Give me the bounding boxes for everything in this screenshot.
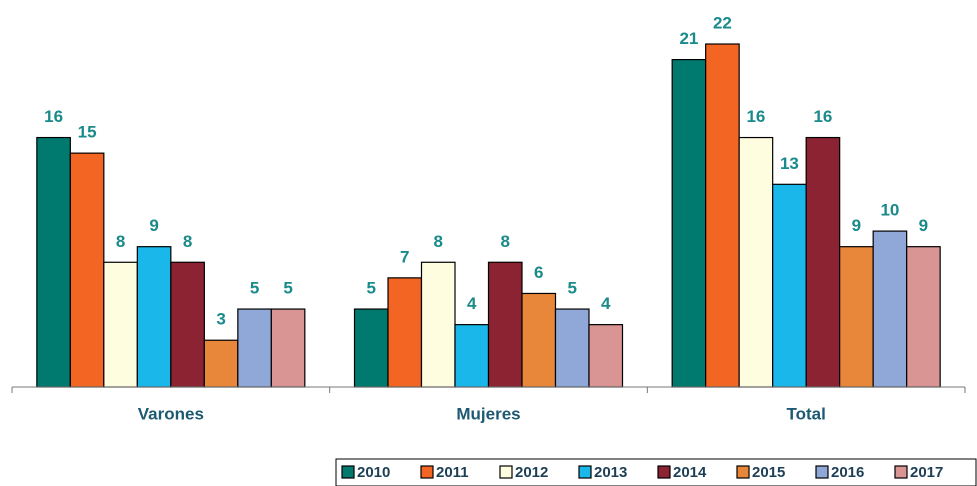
value-label: 10 [880,201,899,220]
bar [906,246,941,388]
x-tick-label: Varones [138,404,204,423]
legend-label: 2012 [515,464,548,481]
legend-swatch [894,465,908,479]
legend-swatch [420,465,434,479]
value-label: 8 [501,232,510,251]
bar [588,324,624,388]
x-tick-label: Mujeres [456,404,520,423]
value-label: 9 [852,216,861,235]
bar [353,308,389,388]
bar [387,277,423,388]
value-label: 4 [467,294,477,313]
bar [136,246,172,388]
legend-swatch [578,465,592,479]
value-label: 9 [149,216,158,235]
value-label: 22 [713,13,732,32]
bar [69,152,105,388]
bar [705,43,740,388]
legend-label: 2016 [831,464,864,481]
bar [839,246,874,388]
bar [270,308,306,388]
bar [36,136,71,388]
value-label: 16 [813,107,832,126]
legend-swatch [341,465,355,479]
value-label: 5 [250,279,259,298]
legend-swatch [815,465,829,479]
value-label: 8 [116,232,125,251]
legend-box [335,458,977,486]
legend-label: 2015 [752,464,785,481]
legend-label: 2011 [436,464,469,481]
value-label: 13 [780,154,799,173]
legend-label: 2013 [594,464,627,481]
legend-label: 2014 [673,464,707,481]
value-label: 6 [534,263,543,282]
bar [170,261,205,388]
bar [420,261,456,388]
legend-swatch [657,465,671,479]
bar [237,308,272,388]
bar [203,339,239,388]
bar [521,292,557,388]
value-label: 4 [601,294,611,313]
value-label: 9 [919,216,928,235]
value-label: 3 [216,310,225,329]
bar [487,261,523,388]
bar [103,261,138,388]
value-label: 21 [679,29,698,48]
legend-swatch [499,465,513,479]
bar [454,324,490,388]
bar [872,230,908,388]
value-label: 16 [746,107,765,126]
x-tick-label: Total [786,404,825,423]
bar [805,136,841,388]
value-label: 5 [568,279,577,298]
legend-label: 2017 [910,464,943,481]
value-label: 7 [400,247,409,266]
bar [671,58,707,388]
bar [772,183,807,388]
bar [738,136,774,388]
bar [554,308,590,388]
legend-label: 2010 [357,464,390,481]
value-label: 8 [434,232,443,251]
value-label: 8 [183,232,192,251]
value-label: 16 [44,107,63,126]
value-label: 5 [283,279,292,298]
value-label: 15 [78,123,97,142]
value-label: 5 [367,279,376,298]
legend-swatch [736,465,750,479]
